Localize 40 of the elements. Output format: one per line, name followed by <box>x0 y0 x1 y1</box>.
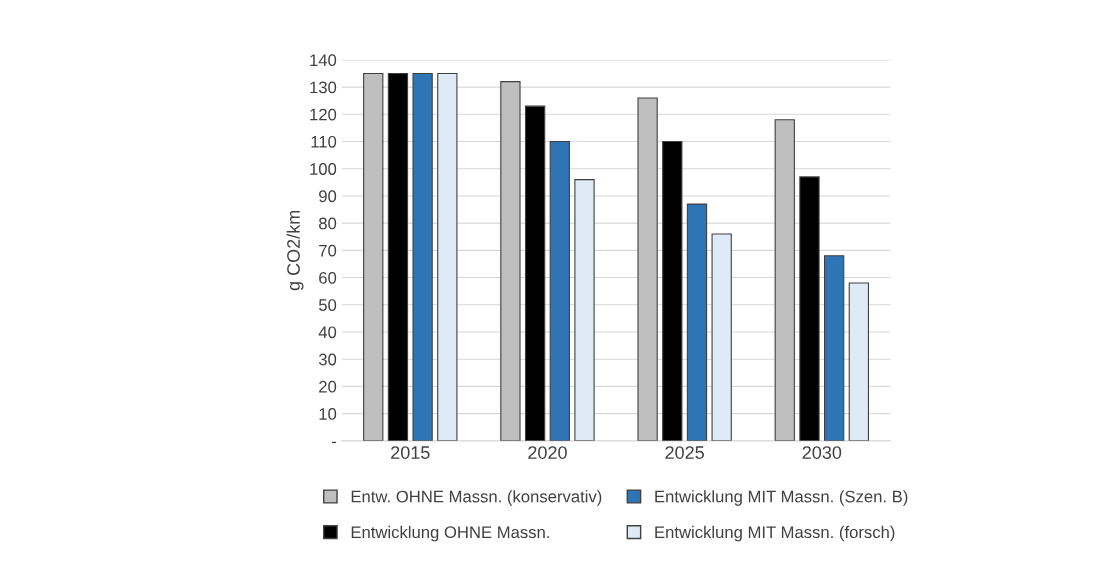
bar <box>711 233 732 441</box>
x-tick-label: 2030 <box>802 446 842 459</box>
x-tick-label: 2020 <box>528 446 567 459</box>
legend-label: Entwicklung MIT Massn. (Szen. B) <box>655 490 908 506</box>
bar <box>848 282 870 441</box>
bar <box>437 72 458 441</box>
y-tick-label: 90 <box>319 190 337 203</box>
bar <box>574 179 595 441</box>
y-tick-label: 70 <box>319 244 337 257</box>
y-tick-label: 130 <box>310 81 337 94</box>
y-tick-label: 100 <box>310 163 337 175</box>
legend-label: Entwicklung MIT Massn. (forsch) <box>655 525 895 542</box>
bar <box>549 140 570 441</box>
bar <box>686 203 708 441</box>
y-tick-label: 10 <box>319 408 337 420</box>
x-tick-label: 2015 <box>391 446 430 459</box>
bar <box>500 81 521 441</box>
bar <box>662 140 683 441</box>
y-tick-label: - <box>332 441 337 444</box>
y-tick-label: 40 <box>318 326 337 339</box>
bar <box>823 255 845 441</box>
y-tick-label: 120 <box>310 108 337 121</box>
y-tick-label: 30 <box>318 353 337 366</box>
bar <box>774 119 795 441</box>
bar <box>412 72 433 441</box>
y-tick-label: 60 <box>319 271 337 284</box>
y-tick-label: 20 <box>319 380 337 393</box>
x-tick-label: 2025 <box>665 446 704 459</box>
bar <box>637 97 658 441</box>
bar <box>799 176 820 441</box>
y-tick-label: 140 <box>310 54 337 67</box>
legend-label: Entwicklung OHNE Massn. <box>351 525 549 542</box>
bar <box>363 72 384 441</box>
y-tick-label: 50 <box>318 299 337 311</box>
legend-label: Entw. OHNE Massn. (konservativ) <box>351 490 602 506</box>
y-tick-label: 110 <box>311 135 337 148</box>
y-tick-label: 80 <box>319 217 337 230</box>
bar <box>387 72 409 441</box>
y-axis-title: g CO2/km <box>286 210 304 291</box>
bar <box>524 105 546 441</box>
